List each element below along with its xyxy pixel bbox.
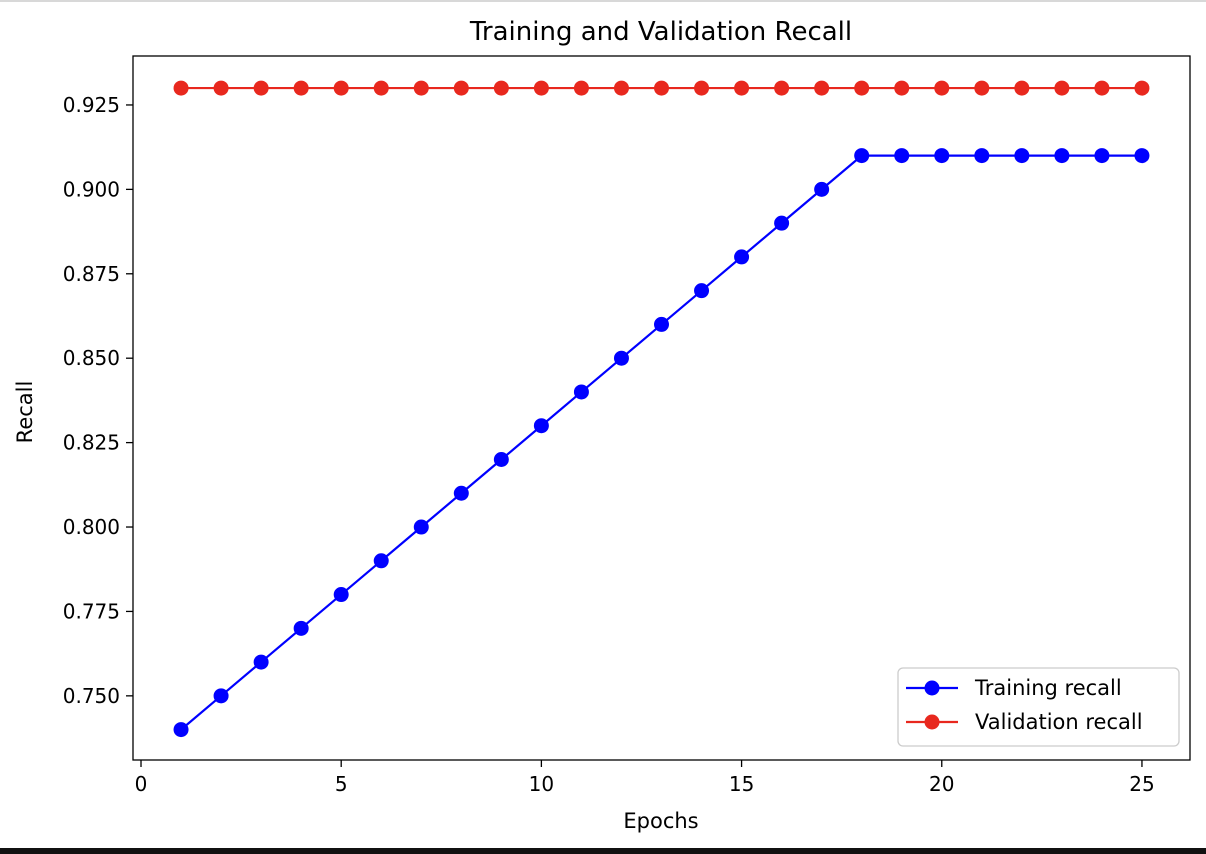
validation-recall-point [413, 80, 429, 96]
validation-recall-point [1054, 80, 1070, 96]
legend-validation-recall-label: Validation recall [975, 710, 1143, 734]
y-tick-label: 0.800 [63, 515, 120, 539]
x-tick-label: 15 [729, 772, 754, 796]
training-recall-point [413, 519, 429, 535]
training-recall-point [613, 350, 629, 366]
legend: Training recall Validation recall [897, 667, 1180, 747]
validation-recall-point [573, 80, 589, 96]
y-tick-label: 0.850 [63, 346, 120, 370]
validation-recall-point [934, 80, 950, 96]
y-tick-label: 0.750 [63, 684, 120, 708]
training-recall-series [173, 148, 1150, 738]
training-recall-point [694, 283, 710, 299]
training-recall-point [333, 587, 349, 603]
x-tick-label: 25 [1129, 772, 1154, 796]
training-recall-point [814, 181, 830, 197]
training-recall-point [1094, 148, 1110, 164]
training-recall-point [854, 148, 870, 164]
x-tick-label: 20 [929, 772, 954, 796]
training-recall-point [934, 148, 950, 164]
validation-recall-point [173, 80, 189, 96]
validation-recall-point [253, 80, 269, 96]
training-recall-point [293, 620, 309, 636]
y-axis-label: Recall [13, 381, 37, 444]
y-tick-label: 0.925 [63, 93, 120, 117]
validation-recall-point [814, 80, 830, 96]
training-recall-point [974, 148, 990, 164]
validation-recall-point [654, 80, 669, 96]
x-axis-label: Epochs [623, 809, 698, 833]
validation-recall-point [613, 80, 629, 96]
chart-title: Training and Validation Recall [469, 17, 852, 47]
validation-recall-point [694, 80, 710, 96]
training-recall-point [894, 148, 910, 164]
series-layer [173, 80, 1150, 738]
validation-recall-point [774, 80, 790, 96]
validation-recall-series [173, 80, 1150, 96]
y-tick-label: 0.775 [63, 599, 120, 623]
training-recall-point [1014, 148, 1030, 164]
x-tick-label: 0 [135, 772, 148, 796]
validation-recall-point [373, 80, 389, 96]
legend-validation-recall-marker [924, 714, 940, 730]
validation-recall-point [493, 80, 509, 96]
y-axis: 0.750 0.775 0.800 0.825 0.850 0.875 0.900 0.925 [63, 93, 133, 708]
x-tick-label: 5 [335, 772, 348, 796]
validation-recall-point [293, 80, 309, 96]
validation-recall-point [1094, 80, 1110, 96]
training-recall-point [453, 485, 469, 501]
x-axis: 0 5 10 15 20 25 [135, 760, 1155, 796]
legend-training-recall-label: Training recall [974, 676, 1122, 700]
validation-recall-point [213, 80, 229, 96]
y-tick-label: 0.900 [63, 177, 120, 201]
training-recall-point [533, 418, 549, 434]
training-recall-point [493, 451, 509, 467]
validation-recall-point [734, 80, 750, 96]
training-recall-point [373, 553, 389, 569]
training-recall-point [774, 215, 790, 231]
y-tick-label: 0.825 [63, 431, 120, 455]
training-recall-point [173, 722, 189, 738]
validation-recall-point [533, 80, 549, 96]
validation-recall-point [894, 80, 910, 96]
training-recall-point [253, 654, 269, 670]
validation-recall-point [854, 80, 870, 96]
validation-recall-point [974, 80, 990, 96]
training-recall-point [213, 688, 229, 704]
y-tick-label: 0.875 [63, 262, 120, 286]
plot-area [132, 55, 1191, 761]
training-recall-point [734, 249, 750, 265]
axes-frame [132, 55, 1191, 761]
training-recall-point [1134, 148, 1150, 164]
legend-training-recall-marker [924, 680, 940, 696]
validation-recall-point [333, 80, 349, 96]
x-tick-label: 10 [529, 772, 554, 796]
training-recall-point [654, 316, 669, 332]
validation-recall-point [453, 80, 469, 96]
training-recall-point [573, 384, 589, 400]
training-recall-point [1054, 148, 1070, 164]
validation-recall-point [1134, 80, 1150, 96]
validation-recall-point [1014, 80, 1030, 96]
bottom-band [0, 848, 1206, 854]
legend-box [897, 667, 1180, 747]
